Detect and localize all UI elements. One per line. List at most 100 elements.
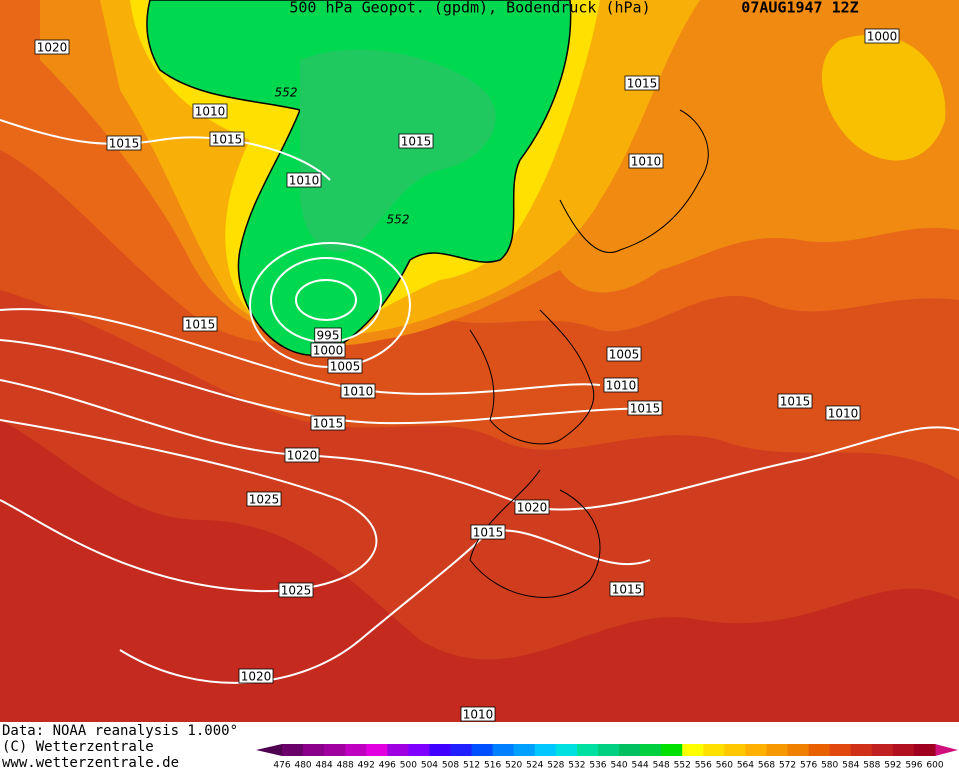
map-date: 07AUG1947 12Z xyxy=(741,0,858,17)
colorbar-cell xyxy=(387,744,409,756)
colorbar-high-end xyxy=(935,744,958,756)
height-fields xyxy=(0,0,959,660)
contour-label: 1000 xyxy=(867,30,898,44)
website: www.wetterzentrale.de xyxy=(2,755,179,770)
contour-label: 1020 xyxy=(241,670,272,684)
contour-label: 1015 xyxy=(109,137,140,151)
colorbar-cell xyxy=(324,744,346,756)
contour-label-box xyxy=(460,706,496,722)
colorbar-cell xyxy=(850,744,873,756)
colorbar-label: 484 xyxy=(316,761,333,771)
contour-label-box xyxy=(777,393,813,409)
colorbar-label: 500 xyxy=(400,761,417,771)
colorbar-cell xyxy=(808,744,831,756)
colorbar-cell xyxy=(787,744,810,756)
contour-label: 1010 xyxy=(343,385,374,399)
contour-label: 1000 xyxy=(313,344,344,358)
contour-label: 1010 xyxy=(828,407,859,421)
contour-label: 1015 xyxy=(185,318,216,332)
contour-label-box xyxy=(278,582,314,598)
contour-label-box xyxy=(398,133,434,149)
contour-label: 1015 xyxy=(780,395,811,409)
colorbar-cell xyxy=(450,744,473,756)
contour-label-box xyxy=(603,377,639,393)
contour-label: 1015 xyxy=(627,77,658,91)
contour-label: 995 xyxy=(317,329,340,343)
contour-label: 1010 xyxy=(631,155,662,169)
colorbar-label: 540 xyxy=(610,761,627,771)
colorbar-label: 496 xyxy=(379,761,396,771)
colorbar-label: 592 xyxy=(884,761,901,771)
colorbar-label: 476 xyxy=(273,761,290,771)
colorbar-label: 508 xyxy=(442,761,459,771)
colorbar-cell xyxy=(724,744,746,756)
colorbar-cell xyxy=(429,744,452,756)
contour-label-box xyxy=(628,153,664,169)
colorbar-label: 480 xyxy=(294,761,311,771)
contour-label-box xyxy=(624,75,660,91)
colorbar-cell xyxy=(345,744,367,756)
colorbar-label: 548 xyxy=(653,761,670,771)
colorbar-label: 596 xyxy=(905,761,922,771)
contour-label-box xyxy=(286,172,322,188)
contour-label-box xyxy=(314,327,342,343)
colorbar-cell xyxy=(576,744,599,756)
contour-label: 552 xyxy=(275,86,298,100)
contour-label-box xyxy=(327,358,363,374)
contour-label: 1015 xyxy=(612,583,643,597)
colorbar-label: 520 xyxy=(505,761,522,771)
colorbar-cell xyxy=(703,744,725,756)
colorbar-label: 524 xyxy=(526,761,543,771)
colorbar-label: 488 xyxy=(337,761,354,771)
colorbar-cell xyxy=(303,744,325,756)
contour-label: 1025 xyxy=(249,493,280,507)
contour-label: 552 xyxy=(387,213,410,227)
contour-label-box xyxy=(209,131,245,147)
colorbar-cell xyxy=(913,744,936,756)
colorbar-cell xyxy=(829,744,852,756)
contour-label-box xyxy=(825,405,861,421)
contour-label-box xyxy=(627,400,663,416)
contour-label: 1015 xyxy=(313,417,344,431)
contour-label: 1025 xyxy=(281,584,312,598)
colorbar-label: 556 xyxy=(695,761,712,771)
colorbar-cell xyxy=(661,744,683,756)
contour-label: 1005 xyxy=(330,360,361,374)
colorbar-label: 588 xyxy=(863,761,880,771)
colorbar-cell xyxy=(282,744,304,756)
colorbar-cell xyxy=(745,744,767,756)
colorbar-label: 552 xyxy=(674,761,691,771)
contour-label-box xyxy=(606,346,642,362)
contour-label-box xyxy=(864,28,900,44)
colorbar-label: 572 xyxy=(779,761,796,771)
contour-label-box xyxy=(182,316,218,332)
contour-labels: 1020 1010 552 1015 1015 1015 1010 552 1015 1010 10… xyxy=(34,28,900,722)
contour-label: 1020 xyxy=(37,41,68,55)
contour-label: 1010 xyxy=(195,105,226,119)
contour-label-box xyxy=(106,135,142,151)
contour-label: 1010 xyxy=(289,174,320,188)
colorbar-low-end xyxy=(256,744,282,756)
coastlines xyxy=(469,109,709,598)
contour-label: 1010 xyxy=(463,708,494,722)
contour-label-box xyxy=(246,491,282,507)
data-source: Data: NOAA reanalysis 1.000° xyxy=(2,723,238,739)
contour-label-box xyxy=(340,383,376,399)
colorbar-cell xyxy=(513,744,536,756)
contour-label: 1010 xyxy=(606,379,637,393)
colorbar-cell xyxy=(555,744,578,756)
contour-label: 1005 xyxy=(609,348,640,362)
contour-label: 1015 xyxy=(630,402,661,416)
contour-label-box xyxy=(470,524,506,540)
colorbar-cell xyxy=(766,744,789,756)
contour-label: 1015 xyxy=(401,135,432,149)
colorbar-label: 580 xyxy=(821,761,838,771)
colorbar-cell xyxy=(492,744,515,756)
contour-label: 1020 xyxy=(517,501,548,515)
contour-label-box xyxy=(192,103,228,119)
colorbar-label: 504 xyxy=(421,761,438,771)
colorbar-label: 576 xyxy=(800,761,817,771)
colorbar-cell xyxy=(534,744,557,756)
colorbar-cell xyxy=(892,744,915,756)
